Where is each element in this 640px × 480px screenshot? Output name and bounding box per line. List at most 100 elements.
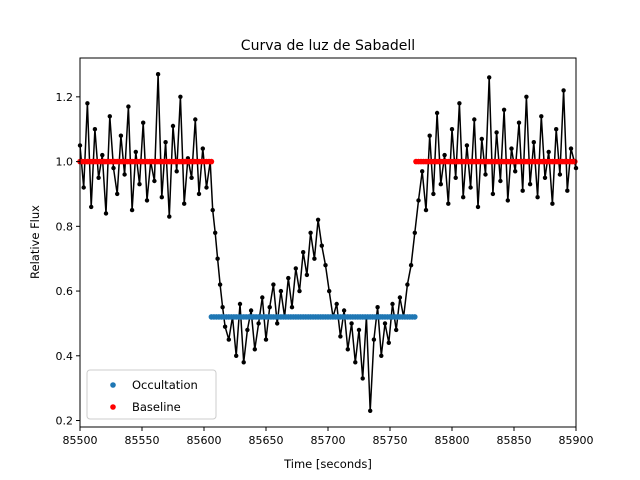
lightcurve-point [338, 334, 343, 339]
lightcurve-point [103, 211, 109, 216]
lightcurve-point [427, 133, 432, 138]
x-axis-ticks: 85500 85550 85600 85650 85700 85750 85800 85850… [63, 427, 594, 447]
x-tick-label: 85650 [249, 434, 284, 447]
lightcurve-point [327, 288, 332, 294]
lightcurve-point [416, 198, 421, 203]
lightcurve-point [360, 376, 365, 381]
lightcurve-point [483, 172, 488, 177]
lightcurve-point [220, 305, 225, 310]
baseline-series [77, 158, 578, 165]
lightcurve-point [210, 207, 215, 213]
lightcurve-point [289, 305, 295, 310]
y-tick-label: 1.0 [56, 156, 74, 169]
lightcurve-point [449, 127, 455, 132]
lightcurve-point [100, 152, 105, 158]
lightcurve-point [137, 182, 142, 187]
lightcurve-point [304, 272, 310, 278]
lightcurve-point [167, 214, 172, 219]
lightcurve-point [260, 295, 265, 300]
lightcurve-point [516, 120, 522, 125]
lightcurve-point [178, 94, 183, 100]
y-axis-label: Relative Flux [28, 205, 42, 279]
lightcurve-point [375, 305, 380, 310]
lightcurve-point [356, 327, 362, 333]
lightcurve-point [524, 94, 529, 100]
x-axis-label: Time [seconds] [283, 457, 372, 471]
lightcurve-point [442, 152, 447, 158]
lightcurve-point [182, 201, 187, 206]
lightcurve-point [353, 360, 358, 365]
lightcurve-point [390, 301, 395, 307]
lightcurve-point [217, 282, 223, 287]
lightcurve-point [204, 185, 209, 190]
lightcurve-point [237, 301, 243, 307]
x-tick-label: 85500 [63, 434, 98, 447]
legend-box [86, 369, 217, 420]
lightcurve-point [234, 353, 239, 358]
x-tick-label: 85800 [435, 434, 470, 447]
lightcurve-point [394, 327, 399, 333]
lightcurve-point [557, 172, 563, 177]
lightcurve-point [412, 230, 417, 235]
occultation-series [208, 314, 418, 320]
lightcurve-point [546, 149, 551, 155]
lightcurve-point [141, 120, 146, 125]
baseline-point [572, 158, 578, 165]
lightcurve-point [263, 337, 269, 342]
lightcurve-point [379, 353, 384, 358]
lightcurve-point [301, 250, 306, 255]
occultation-point [412, 314, 418, 320]
y-axis-ticks: 0.2 0.4 0.6 0.8 1.0 1.2 [56, 91, 80, 428]
lightcurve-point [92, 127, 98, 132]
lightcurve-point [568, 146, 574, 151]
lightcurve-point [323, 263, 328, 268]
lightcurve-line [79, 74, 577, 411]
lightcurve-point [241, 360, 246, 365]
lightcurve-point [129, 207, 135, 213]
lightcurve-point [256, 321, 261, 326]
lightcurve-point [319, 243, 324, 248]
lightcurve-point [349, 321, 354, 326]
lightcurve-point [408, 263, 414, 268]
lightcurve-point [490, 191, 496, 197]
lightcurve-point [308, 230, 313, 235]
x-tick-label: 85900 [559, 434, 594, 447]
lightcurve-point [464, 143, 470, 148]
x-tick-label: 85850 [497, 434, 532, 447]
lightcurve-point [159, 195, 164, 200]
lightcurve-point [126, 104, 131, 109]
lightcurve-point [155, 72, 161, 77]
lightcurve-point [133, 149, 138, 155]
lightcurve-point [189, 175, 194, 180]
lightcurve-point [118, 133, 124, 138]
lightcurve-point [539, 114, 544, 119]
lightcurve-point [196, 191, 202, 197]
lightcurve-point [144, 198, 150, 203]
lightcurve-point [405, 282, 410, 287]
lightcurve-point [479, 136, 484, 142]
lightcurve-point [200, 146, 205, 151]
lightcurve-point [457, 101, 462, 106]
lightcurve-point [312, 256, 317, 261]
lightcurve-point [565, 188, 570, 193]
lightcurve-point [222, 324, 228, 329]
lightcurve-point [267, 305, 272, 310]
lightcurve-point [96, 175, 101, 180]
lightcurve-point [111, 165, 116, 171]
lightcurve-point [152, 178, 157, 184]
lightcurve-point [531, 140, 536, 145]
x-tick-label: 85700 [311, 434, 346, 447]
lightcurve-point [446, 201, 451, 206]
lightcurve-point [275, 321, 280, 326]
chart-title: Curva de luz de Sabadell [241, 38, 415, 54]
lightcurve-point [115, 191, 120, 197]
x-tick-label: 85600 [187, 434, 222, 447]
y-tick-label: 0.2 [56, 415, 74, 428]
lightcurve-point [472, 117, 477, 122]
lightcurve-point [297, 288, 302, 294]
lightcurve-point [345, 347, 350, 352]
lightcurve-point [438, 182, 443, 187]
lightcurve-point [174, 169, 179, 174]
lightcurve-point [498, 178, 503, 184]
